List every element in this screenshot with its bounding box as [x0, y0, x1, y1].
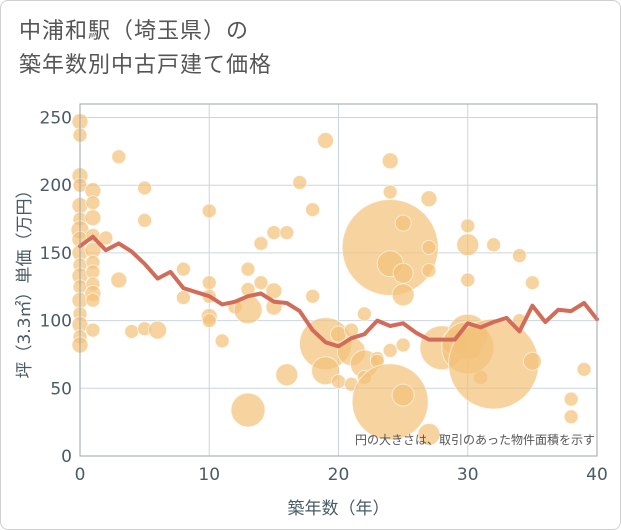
bubble-point[interactable] [381, 152, 399, 170]
bubble-point[interactable] [395, 337, 411, 353]
bubble-point[interactable] [110, 271, 128, 289]
bubble-point[interactable] [201, 203, 217, 219]
x-tick-label: 40 [586, 465, 608, 485]
bubble-point[interactable] [563, 391, 579, 407]
y-axis-label: 坪（3.3㎡）単価（万円） [15, 181, 35, 378]
average-price-line[interactable] [78, 234, 599, 349]
bubble-point[interactable] [460, 218, 476, 234]
bubble-point[interactable] [522, 351, 542, 371]
y-tick-label: 50 [50, 379, 72, 399]
bubble-point[interactable] [421, 263, 437, 279]
bubble-point[interactable] [351, 363, 429, 441]
bubble-point[interactable] [524, 275, 540, 291]
bubble-point[interactable] [391, 283, 415, 307]
bubble-point[interactable] [175, 261, 191, 277]
bubble-point[interactable] [460, 272, 476, 288]
bubble-point[interactable] [391, 383, 415, 407]
bubble-point[interactable] [275, 363, 299, 387]
bubble-point[interactable] [84, 209, 102, 227]
bubble-point[interactable] [124, 323, 140, 339]
y-tick-label: 100 [40, 312, 72, 332]
y-tick-label: 0 [61, 447, 72, 467]
x-tick-label: 30 [457, 465, 479, 485]
bubble-size-annotation: 円の大きさは、取引のあった物件面積を示す [355, 432, 595, 447]
bubble-point[interactable] [111, 149, 127, 165]
bubble-point[interactable] [486, 237, 502, 253]
chart-title: 中浦和駅（埼玉県）の 築年数別中古戸建て価格 [19, 15, 272, 83]
bubble-point[interactable] [292, 175, 308, 191]
bubble-point[interactable] [356, 306, 372, 322]
bubble-point[interactable] [137, 180, 153, 196]
bubble-point[interactable] [137, 212, 153, 228]
bubble-point[interactable] [417, 422, 441, 446]
x-tick-label: 20 [328, 465, 350, 485]
bubble-series [70, 113, 592, 446]
x-tick-label: 0 [75, 465, 86, 485]
bubble-point[interactable] [420, 190, 438, 208]
axis-ticks: 0 10 20 30 40 0 50 100 150 200 250 [40, 109, 608, 485]
bubble-point[interactable] [456, 233, 480, 257]
x-tick-label: 10 [198, 465, 220, 485]
bubble-point[interactable] [214, 333, 230, 349]
bubble-point[interactable] [85, 292, 101, 308]
bubble-point[interactable] [331, 374, 346, 390]
bubble-point[interactable] [305, 202, 321, 218]
bubble-point[interactable] [98, 230, 114, 246]
bubble-point[interactable] [305, 288, 321, 304]
plot-area-border [79, 103, 598, 457]
bubble-point[interactable] [175, 290, 191, 306]
y-tick-label: 150 [40, 244, 72, 264]
bubble-point[interactable] [563, 409, 579, 425]
bubble-point[interactable] [576, 361, 592, 377]
y-tick-label: 250 [40, 109, 72, 129]
bubble-point[interactable] [511, 248, 527, 264]
bubble-point[interactable] [85, 322, 101, 338]
bubble-point[interactable] [317, 132, 335, 150]
bubble-point[interactable] [240, 261, 256, 277]
bubble-point[interactable] [279, 225, 295, 241]
bubble-point[interactable] [148, 320, 168, 340]
bubble-point[interactable] [341, 199, 439, 297]
bubble-point[interactable] [201, 275, 217, 291]
bubble-point[interactable] [382, 342, 398, 358]
title-line-1: 中浦和駅（埼玉県）の [19, 19, 250, 44]
bubble-point[interactable] [230, 392, 266, 428]
bubble-point[interactable] [392, 262, 414, 284]
bubble-point[interactable] [421, 240, 437, 256]
bubble-point[interactable] [382, 184, 398, 200]
bubble-point[interactable] [253, 235, 269, 251]
title-line-2: 築年数別中古戸建て価格 [19, 53, 273, 78]
bubble-point[interactable] [85, 195, 101, 211]
trend-line-layer [78, 234, 599, 349]
x-axis-label: 築年数（年） [288, 499, 390, 519]
bubble-point[interactable] [394, 214, 412, 232]
y-tick-label: 200 [40, 176, 72, 196]
bubble-point[interactable] [253, 275, 269, 291]
bubble-point[interactable] [266, 225, 282, 241]
bubble-point[interactable] [201, 313, 217, 329]
